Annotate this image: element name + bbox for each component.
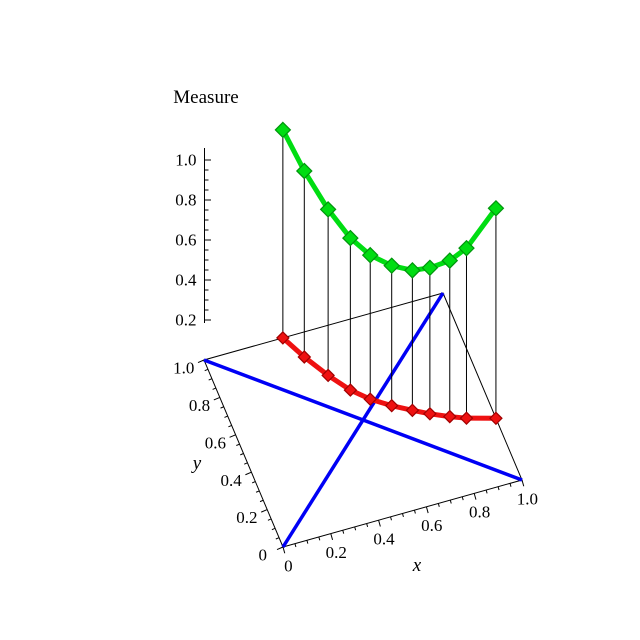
front-curve-marker [343,383,358,397]
y-axis-minor-tick [224,415,228,418]
measure-curve-marker [487,199,505,217]
x-axis-minor-tick [318,536,321,541]
x-axis-minor-tick [342,530,345,534]
front-curve-marker [276,331,290,345]
x-axis-tick [282,546,286,554]
x-axis-tick-label: 0.2 [326,543,347,562]
x-axis-tick-label: 1.0 [517,489,538,508]
front-curve-marker [363,392,378,406]
x-axis-tick-label: 0.4 [373,529,395,548]
x-axis-minor-tick [306,540,309,544]
measure-curve-marker [319,201,337,218]
front-curve-marker [459,411,474,426]
measure-curve-marker [404,261,421,279]
measure-curve-marker [458,239,475,257]
y-axis-tick-label: 0.8 [189,396,210,415]
diagonal-line-01-10 [203,358,523,482]
y-axis-tick [197,359,205,363]
x-axis-tick [473,493,477,500]
y-axis-title: y [192,453,202,474]
y-axis-tick-label: 0.4 [221,471,243,490]
x-axis-tick [425,506,429,514]
front-curve-marker [384,398,399,413]
y-axis-minor-tick [271,527,276,531]
y-axis-tick [213,396,220,401]
measure-curve-marker [421,259,439,277]
x-axis-minor-tick [437,503,440,507]
x-axis-tick [378,520,381,527]
y-axis-tick [229,434,236,438]
measure-axis-tick-label: 1.0 [175,151,196,170]
x-axis-tick [521,479,525,487]
front-curve-marker [297,350,312,364]
measure-curve-marker [342,229,359,247]
measure-curve-marker [361,246,379,264]
x-axis-tick-label: 0 [284,556,293,575]
y-axis-tick-label: 1.0 [173,359,194,378]
x-axis-minor-tick [402,513,404,518]
measure-curve-marker [295,162,313,180]
z-axis-title: Measure [173,87,239,108]
front-curve-marker [405,403,420,418]
x-axis-minor-tick [509,483,512,487]
x-axis-tick [330,533,334,540]
measure-curve-marker [274,121,292,139]
front-curve-marker [423,406,437,421]
y-axis-tick-label: 0 [258,546,267,565]
y-axis-minor-tick [220,406,224,409]
measure-axis-tick-label: 0.2 [175,311,196,330]
x-axis-minor-tick [294,543,297,548]
y-axis-minor-tick [236,443,240,446]
y-axis-minor-tick [240,453,244,456]
y-axis-tick-label: 0.2 [236,508,257,527]
x-axis-minor-tick [390,516,392,521]
y-axis-minor-tick [259,499,264,503]
y-axis-tick-label: 0.6 [205,433,226,452]
y-axis-minor-tick [255,490,260,493]
y-axis-minor-tick [228,424,232,428]
y-axis-minor-tick [251,481,256,484]
x-axis-minor-tick [485,489,488,494]
y-axis-minor-tick [204,368,209,372]
measure-axis-tick-label: 0.6 [175,231,196,250]
x-axis-minor-tick [366,523,369,528]
y-axis-minor-tick [275,537,280,540]
x-axis-tick-label: 0.6 [421,516,442,535]
y-axis-tick [245,471,252,476]
y-axis-minor-tick [212,387,217,390]
x-axis-minor-tick [354,526,357,531]
x-axis-title: x [412,555,422,576]
measure-axis-tick-label: 0.8 [175,191,196,210]
x-axis-minor-tick [461,496,464,501]
measure-axis-tick-label: 0.4 [175,271,197,290]
y-axis-tick [276,546,284,550]
front-curve-marker [442,409,457,424]
x-axis-minor-tick [413,510,416,514]
x-axis-minor-tick [449,499,452,504]
y-axis-minor-tick [208,378,213,381]
y-axis-minor-tick [244,462,248,465]
x-axis-tick-label: 0.8 [469,503,490,522]
y-axis-tick [261,509,268,513]
y-axis-minor-tick [267,518,272,521]
front-curve-marker [489,411,503,426]
x-axis-minor-tick [497,486,500,491]
measure-curve-marker [441,252,459,269]
front-curve-marker [321,368,335,383]
measure-curve-marker [383,257,401,275]
